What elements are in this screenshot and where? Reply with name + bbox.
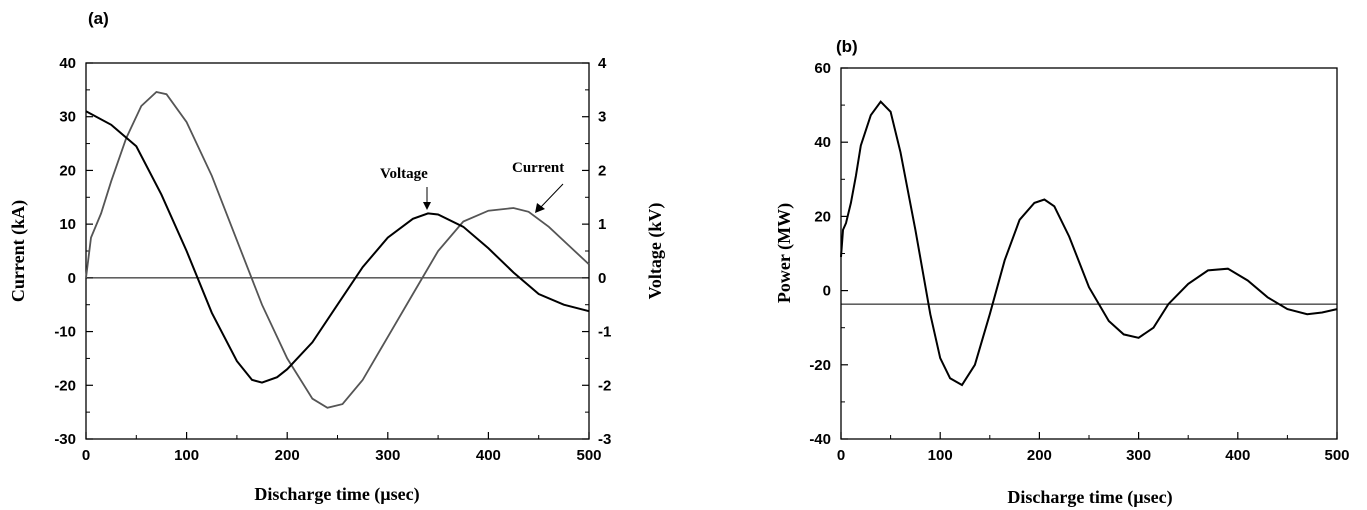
- panel-a-x-tick-label: 100: [174, 447, 199, 464]
- panel-a-y-axis-title: Current (kA): [8, 200, 29, 302]
- panel-b-x-axis-title: Discharge time (µsec): [1007, 487, 1172, 508]
- panel-a-y2-tick-label: 4: [598, 55, 607, 72]
- panel-b-y-tick-label: 0: [823, 283, 831, 300]
- panel-a-x-tick-label: 500: [576, 447, 601, 464]
- panel-a-x-axis-title: Discharge time (µsec): [254, 484, 419, 505]
- panel-b-x-tick-label: 0: [837, 447, 845, 464]
- panel-a-y2-axis-title: Voltage (kV): [645, 203, 666, 300]
- voltage-annotation-arrowhead: [423, 202, 431, 210]
- panel-b-y-axis-title: Power (MW): [774, 203, 795, 303]
- panel-a-y-tick-label: -10: [54, 324, 76, 341]
- panel-b-y-tick-label: -40: [809, 431, 831, 448]
- panel-a-x-tick-label: 300: [375, 447, 400, 464]
- panel-a-ticks: 0 100 200 300 400 500-30-20-10010203040-3-2-1…: [54, 55, 611, 464]
- panel-b: (b) 0 100 200 300 400 500 -40 -20 0 20 40 60 Discha…: [774, 37, 1350, 508]
- panel-a-x-tick-label: 0: [82, 447, 90, 464]
- panel-b-x-tick-label: 300: [1126, 447, 1151, 464]
- panel-a-y-tick-label: 30: [59, 109, 76, 126]
- panel-b-plot-frame: [841, 68, 1337, 439]
- panel-a-y2-tick-label: -2: [598, 377, 611, 394]
- panel-b-y-tick-label: 60: [814, 60, 831, 77]
- panel-b-x-tick-label: 200: [1027, 447, 1052, 464]
- power-series-line: [841, 102, 1337, 385]
- panel-b-y-tick-label: -20: [809, 357, 831, 374]
- current-annotation-arrow: [540, 184, 563, 208]
- panel-b-y-tick-label: 40: [814, 134, 831, 151]
- panel-a-x-tick-label: 400: [476, 447, 501, 464]
- panel-a-y2-tick-label: 0: [598, 270, 606, 287]
- panel-a-y2-tick-label: 1: [598, 216, 606, 233]
- panel-b-x-tick-label: 400: [1225, 447, 1250, 464]
- panel-b-x-tick-label: 500: [1324, 447, 1349, 464]
- panel-a-y2-tick-label: 2: [598, 162, 606, 179]
- panel-a-y-tick-label: -20: [54, 377, 76, 394]
- panel-a-y2-tick-label: -3: [598, 431, 611, 448]
- panel-a-x-tick-label: 200: [275, 447, 300, 464]
- panel-a-y-tick-label: 40: [59, 55, 76, 72]
- panel-a-plot-frame: [86, 63, 589, 439]
- panel-b-label: (b): [836, 37, 858, 56]
- panel-a-y2-tick-label: -1: [598, 324, 611, 341]
- current-annotation-label: Current: [512, 160, 564, 176]
- panel-a-y-tick-label: 20: [59, 162, 76, 179]
- panel-a-y-tick-label: -30: [54, 431, 76, 448]
- current-series-line: [86, 92, 589, 408]
- panel-b-y-tick-label: 20: [814, 208, 831, 225]
- panel-a-y-tick-label: 10: [59, 216, 76, 233]
- panel-a-y-tick-label: 0: [68, 270, 76, 287]
- voltage-series-line: [86, 111, 589, 382]
- panel-a-y2-tick-label: 3: [598, 109, 606, 126]
- panel-a-label: (a): [88, 9, 109, 28]
- voltage-annotation-label: Voltage: [380, 166, 428, 182]
- panel-a-annotations: Voltage Current: [380, 160, 564, 213]
- panel-a: (a) 0 100 200 300 400 500-30-20-10010203040-3…: [8, 9, 666, 505]
- panel-b-x-tick-label: 100: [928, 447, 953, 464]
